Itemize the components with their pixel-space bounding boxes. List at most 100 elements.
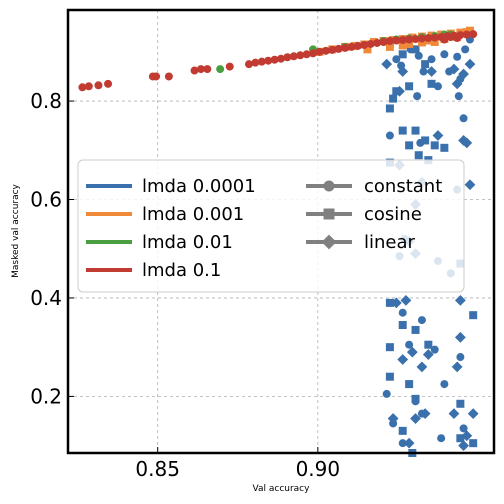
data-point	[225, 62, 234, 71]
data-point	[417, 316, 426, 325]
data-point	[427, 79, 436, 88]
data-point	[446, 33, 455, 42]
data-point	[94, 81, 103, 90]
data-point	[421, 60, 430, 69]
data-point	[164, 72, 173, 81]
data-point	[381, 58, 393, 70]
data-point	[451, 361, 463, 373]
data-point	[454, 92, 463, 101]
data-point	[451, 78, 463, 90]
data-point	[203, 65, 212, 74]
data-point	[440, 143, 449, 152]
data-point	[406, 346, 418, 358]
legend-label-schedule: linear	[364, 232, 416, 253]
data-point	[411, 35, 420, 44]
legend-label-lambda: lmda 0.0001	[142, 176, 256, 197]
data-point	[461, 45, 470, 54]
data-point	[104, 79, 113, 88]
data-point	[382, 389, 391, 398]
data-point	[411, 325, 420, 334]
data-point	[296, 51, 305, 60]
data-point	[216, 65, 225, 74]
data-point	[461, 430, 473, 442]
data-point	[465, 26, 474, 35]
y-tick-label: 0.4	[30, 286, 62, 310]
legend-marker-circle	[323, 180, 335, 192]
data-point	[398, 308, 407, 317]
data-point	[411, 126, 420, 135]
data-point	[190, 66, 199, 75]
data-point	[422, 349, 434, 360]
data-point	[353, 41, 362, 50]
data-point	[459, 424, 468, 433]
data-point	[424, 340, 433, 349]
data-point	[398, 439, 407, 448]
data-point	[410, 413, 421, 424]
data-point	[405, 39, 414, 48]
data-point	[373, 38, 382, 47]
data-point	[411, 394, 420, 403]
data-point	[440, 380, 449, 389]
data-point	[84, 82, 93, 91]
data-point	[453, 52, 462, 61]
data-point	[398, 126, 407, 135]
data-point	[387, 413, 399, 424]
data-point	[419, 408, 431, 420]
data-point	[328, 45, 337, 54]
data-point	[453, 34, 462, 43]
x-axis-label: Val accuracy	[253, 484, 311, 494]
data-point	[414, 51, 423, 60]
data-point	[302, 50, 311, 59]
legend-label-schedule: cosine	[364, 204, 422, 225]
data-point	[379, 37, 388, 46]
data-point	[392, 55, 401, 64]
data-point	[398, 41, 407, 50]
data-point	[405, 141, 414, 150]
data-point	[309, 49, 318, 58]
data-point	[469, 439, 478, 448]
data-point	[417, 34, 426, 43]
data-point	[289, 52, 298, 61]
data-point	[385, 372, 394, 381]
data-point	[458, 440, 469, 452]
data-point	[398, 321, 407, 330]
data-point	[152, 72, 161, 81]
data-point	[403, 437, 415, 449]
data-point	[456, 434, 465, 443]
legend: lmda 0.0001 lmda 0.001 lmda 0.01 lmda 0.1 co…	[77, 159, 465, 293]
data-point	[424, 34, 433, 43]
data-point	[405, 340, 414, 349]
data-point	[456, 353, 465, 362]
data-point	[390, 297, 402, 309]
y-tick-label: 0.8	[30, 89, 62, 113]
data-point	[385, 104, 394, 113]
legend-label-lambda: lmda 0.001	[142, 204, 244, 225]
legend-label-lambda: lmda 0.01	[142, 232, 233, 253]
data-point	[448, 63, 460, 75]
data-point	[469, 311, 478, 320]
data-point	[363, 45, 372, 54]
data-point	[244, 60, 253, 69]
data-point	[416, 361, 428, 373]
data-point	[341, 43, 350, 52]
data-point	[414, 151, 423, 160]
data-point	[456, 399, 465, 408]
data-point	[389, 94, 398, 103]
data-point	[196, 65, 205, 74]
data-point	[385, 131, 394, 140]
data-point	[334, 44, 343, 53]
data-point	[464, 179, 476, 191]
legend-label-lambda: lmda 0.1	[142, 260, 221, 281]
data-point	[405, 35, 414, 44]
data-point	[426, 66, 437, 77]
data-point	[459, 114, 468, 123]
data-point	[385, 42, 394, 51]
legend-marker-square	[323, 208, 335, 220]
data-point	[398, 426, 407, 435]
data-point	[458, 68, 469, 80]
data-point	[462, 30, 471, 39]
data-point	[469, 30, 478, 39]
data-point	[251, 58, 260, 67]
data-point	[366, 39, 375, 48]
